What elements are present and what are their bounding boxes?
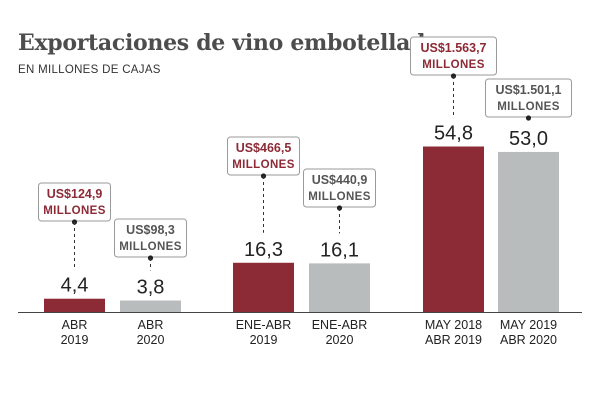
category-label-6-1: MAY 2019 <box>500 318 557 332</box>
bar-4 <box>309 263 370 312</box>
usd-amount-6: US$1.501,1 <box>495 83 561 97</box>
usd-amount-5: US$1.563,7 <box>420 41 486 55</box>
usd-amount-4: US$440,9 <box>312 173 368 187</box>
category-label-3-1: ENE-ABR <box>236 318 292 332</box>
value-label-3: 16,3 <box>244 239 283 261</box>
usd-unit-5: MILLONES <box>422 59 485 71</box>
value-label-1: 4,4 <box>61 275 89 297</box>
usd-unit-1: MILLONES <box>43 205 106 217</box>
usd-unit-3: MILLONES <box>232 159 295 171</box>
value-label-2: 3,8 <box>137 277 165 299</box>
usd-amount-3: US$466,5 <box>236 141 292 155</box>
category-label-2-2: 2020 <box>137 333 165 347</box>
category-label-5-2: ABR 2019 <box>425 333 482 347</box>
category-label-4-2: 2020 <box>326 333 354 347</box>
bar-3 <box>233 262 294 312</box>
usd-amount-2: US$98,3 <box>126 223 175 237</box>
category-label-1-2: 2019 <box>61 333 89 347</box>
usd-amount-1: US$124,9 <box>47 187 103 201</box>
usd-unit-2: MILLONES <box>119 241 182 253</box>
usd-unit-4: MILLONES <box>308 191 371 203</box>
category-label-5-1: MAY 2018 <box>425 318 482 332</box>
usd-unit-6: MILLONES <box>497 101 560 113</box>
category-label-1-1: ABR <box>62 318 88 332</box>
category-label-6-2: ABR 2020 <box>500 333 557 347</box>
category-label-3-2: 2019 <box>250 333 278 347</box>
category-label-4-1: ENE-ABR <box>312 318 368 332</box>
value-label-6: 53,0 <box>509 128 548 150</box>
bar-5 <box>423 146 484 312</box>
bar-1 <box>44 298 105 312</box>
category-label-2-1: ABR <box>138 318 164 332</box>
bar-6 <box>498 151 559 312</box>
bar-2 <box>120 300 181 312</box>
chart-title: Exportaciones de vino embotellado <box>18 30 440 56</box>
callout-dot-6 <box>525 115 532 121</box>
value-label-4: 16,1 <box>320 239 359 261</box>
value-label-5: 54,8 <box>434 123 473 145</box>
chart-subtitle: EN MILLONES DE CAJAS <box>18 64 161 76</box>
